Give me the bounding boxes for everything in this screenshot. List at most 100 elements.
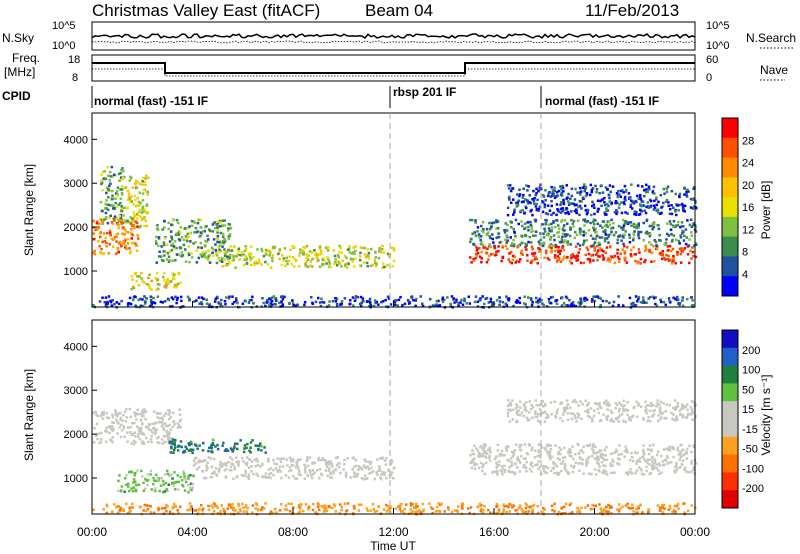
scatter-cell [672,206,675,209]
scatter-cell [110,198,114,201]
scatter-cell [180,251,183,254]
scatter-cell [145,425,148,429]
scatter-cell [209,457,213,460]
scatter-cell [577,462,580,465]
scatter-cell [249,258,252,262]
scatter-cell [672,234,676,237]
scatter-cell [670,411,673,415]
scatter-cell [104,236,107,240]
scatter-cell [671,445,674,449]
scatter-cell [541,302,544,305]
scatter-cell [531,508,534,511]
scatter-cell [120,207,124,210]
colorbar-swatch [722,157,738,178]
scatter-cell [238,508,242,511]
scatter-cell [131,422,134,425]
scatter-cell [230,468,233,472]
scatter-cell [584,399,587,402]
scatter-cell [683,467,686,471]
scatter-cell [179,440,183,443]
scatter-cell [390,461,394,464]
scatter-cell [641,301,645,304]
scatter-cell [179,226,183,229]
scatter-cell [138,428,142,431]
scatter-cell [678,303,681,307]
scatter-cell [332,249,336,252]
scatter-cell [549,457,552,461]
scatter-cell [92,508,95,512]
scatter-cell [506,458,509,462]
scatter-cell [352,246,355,249]
scatter-cell [236,442,239,445]
scatter-cell [116,247,119,250]
scatter-cell [616,255,620,259]
scatter-cell [630,472,634,475]
scatter-cell [667,201,670,204]
scatter-cell [618,408,621,411]
scatter-cell [644,249,647,252]
scatter-cell [617,189,620,193]
scatter-cell [218,512,221,515]
scatter-cell [333,254,337,258]
scatter-cell [608,184,612,187]
scatter-cell [564,256,567,260]
scatter-cell [609,452,613,455]
scatter-cell [154,239,158,243]
scatter-cell [364,460,368,463]
scatter-cell [485,452,489,455]
scatter-cell [155,288,158,291]
scatter-cell [389,462,392,466]
scatter-cell [109,427,113,431]
scatter-cell [244,245,247,248]
scatter-cell [505,241,508,244]
scatter-cell [673,399,677,402]
scatter-cell [587,401,590,405]
scatter-cell [597,411,601,415]
scatter-cell [683,234,686,238]
scatter-cell [518,448,522,451]
scatter-cell [567,450,570,453]
scatter-cell [140,272,143,275]
scatter-cell [337,255,341,259]
scatter-cell [481,465,484,469]
scatter-cell [142,442,146,445]
scatter-cell [584,204,587,208]
scatter-cell [530,227,533,230]
scatter-cell [542,232,545,235]
scatter-cell [271,511,275,515]
scatter-cell [512,504,516,507]
scatter-cell [173,277,176,281]
scatter-cell [134,198,137,202]
scatter-cell [258,444,261,447]
x-tick-label: 16:00 [479,525,509,539]
scatter-cell [332,503,336,506]
scatter-cell [130,275,134,278]
scatter-cell [599,224,602,227]
scatter-cell [222,509,226,513]
scatter-cell [596,222,599,226]
scatter-cell [181,483,184,487]
scatter-cell [193,443,197,446]
scatter-cell [638,457,642,460]
scatter-cell [649,233,652,236]
scatter-cell [96,228,99,231]
scatter-cell [173,471,176,474]
scatter-cell [103,170,106,173]
scatter-cell [625,408,628,411]
scatter-cell [655,198,658,201]
scatter-cell [391,264,394,268]
scatter-cell [242,460,245,463]
scatter-cell [179,246,183,250]
scatter-cell [535,404,539,407]
scatter-cell [692,205,696,208]
scatter-cell [289,459,293,463]
scatter-cell [269,510,273,513]
scatter-cell [550,504,554,508]
scatter-cell [585,462,588,465]
scatter-cell [123,490,126,493]
scatter-cell [560,240,564,243]
scatter-cell [651,189,655,193]
scatter-cell [504,446,508,449]
scatter-cell [586,461,589,464]
scatter-cell [166,279,169,283]
